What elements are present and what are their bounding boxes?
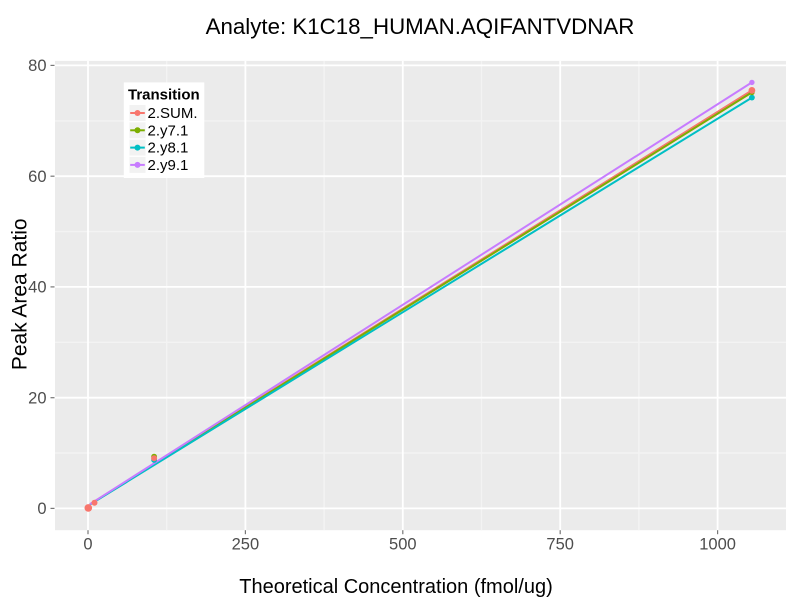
svg-text:Theoretical Concentration (fmo: Theoretical Concentration (fmol/ug)	[239, 576, 552, 598]
svg-text:1000: 1000	[699, 535, 736, 553]
svg-text:250: 250	[232, 535, 260, 553]
svg-text:Peak Area Ratio: Peak Area Ratio	[9, 218, 32, 370]
svg-text:60: 60	[28, 168, 46, 186]
svg-text:750: 750	[546, 535, 574, 553]
svg-text:0: 0	[37, 500, 46, 518]
svg-text:2.SUM.: 2.SUM.	[148, 105, 198, 122]
svg-text:Analyte: K1C18_HUMAN.AQIFANTVD: Analyte: K1C18_HUMAN.AQIFANTVDNAR	[206, 14, 635, 39]
svg-text:2.y7.1: 2.y7.1	[148, 122, 189, 139]
svg-text:Transition: Transition	[128, 87, 200, 104]
svg-text:2.y9.1: 2.y9.1	[148, 157, 189, 174]
svg-text:80: 80	[28, 57, 46, 75]
svg-text:2.y8.1: 2.y8.1	[148, 140, 189, 157]
svg-text:40: 40	[28, 279, 46, 297]
svg-text:500: 500	[389, 535, 417, 553]
svg-text:0: 0	[83, 535, 92, 553]
svg-text:20: 20	[28, 389, 46, 407]
